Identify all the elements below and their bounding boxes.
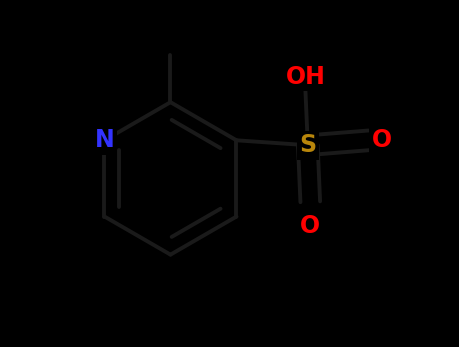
Text: S: S (299, 133, 316, 157)
Text: N: N (95, 128, 114, 152)
Text: OH: OH (285, 65, 325, 89)
Text: O: O (371, 128, 392, 152)
Text: O: O (300, 214, 320, 238)
